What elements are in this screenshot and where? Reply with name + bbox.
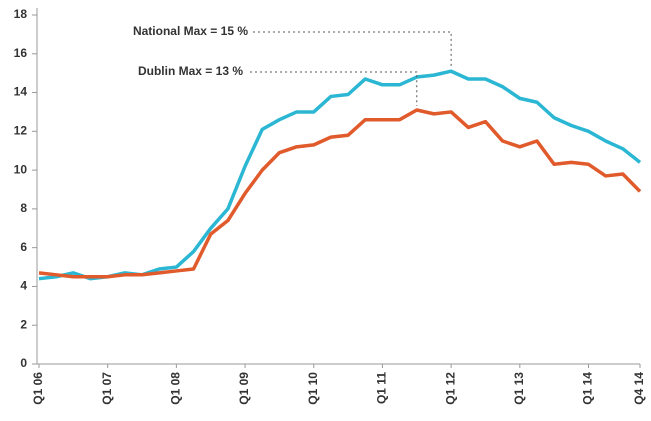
annotation: Dublin Max = 13 % bbox=[138, 64, 243, 78]
series-line bbox=[38, 69, 642, 281]
y-tick-label: 12 bbox=[14, 124, 28, 138]
y-tick-label: 6 bbox=[20, 240, 27, 254]
x-tick-label: Q1 14 bbox=[581, 372, 595, 405]
y-tick-label: 10 bbox=[14, 162, 28, 176]
y-tick-label: 2 bbox=[20, 317, 27, 331]
annotation-leader bbox=[253, 31, 452, 68]
y-tick-label: 18 bbox=[14, 7, 28, 21]
y-tick-label: 16 bbox=[14, 46, 28, 60]
annotation-leader bbox=[250, 71, 418, 107]
x-tick-label: Q1 11 bbox=[375, 372, 389, 404]
x-tick-label: Q1 08 bbox=[169, 372, 183, 405]
x-tick-label: Q1 06 bbox=[31, 372, 45, 405]
x-tick-label: Q1 12 bbox=[443, 372, 457, 405]
x-tick-label: Q1 10 bbox=[306, 372, 320, 405]
y-tick-label: 4 bbox=[20, 279, 27, 293]
x-tick-label: Q4 14 bbox=[632, 372, 646, 405]
series-line bbox=[38, 108, 642, 279]
x-tick-label: Q1 07 bbox=[100, 372, 114, 405]
annotation: National Max = 15 % bbox=[133, 24, 248, 38]
x-tick-label: Q1 09 bbox=[237, 372, 251, 405]
y-tick-label: 0 bbox=[20, 356, 27, 370]
y-tick-label: 8 bbox=[20, 201, 27, 215]
x-tick-label: Q1 13 bbox=[512, 372, 526, 405]
y-tick-label: 14 bbox=[14, 85, 28, 99]
